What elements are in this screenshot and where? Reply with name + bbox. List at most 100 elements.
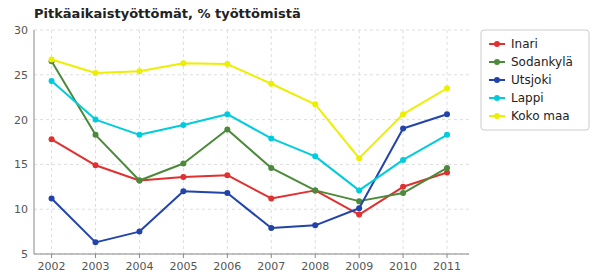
grid-line-y: [34, 254, 469, 255]
grid-line-x: [139, 30, 140, 254]
grid-line-x: [403, 30, 404, 254]
x-tick-label: 2006: [213, 260, 241, 273]
legend-label: Inari: [511, 37, 538, 51]
x-tick: [447, 254, 448, 258]
y-tick-label: 30: [14, 24, 28, 37]
x-tick: [227, 254, 228, 258]
legend-marker: [494, 95, 500, 101]
y-tick-label: 10: [14, 203, 28, 216]
series: [49, 57, 450, 162]
point: [224, 61, 230, 67]
point: [180, 174, 186, 180]
x-tick-label: 2008: [301, 260, 329, 273]
point: [356, 155, 362, 161]
y-tick-label: 15: [14, 158, 28, 171]
point: [180, 188, 186, 194]
point: [49, 136, 55, 142]
line: [52, 60, 447, 159]
grid-line-y: [34, 30, 469, 31]
point: [136, 132, 142, 138]
x-tick: [139, 254, 140, 258]
point: [268, 165, 274, 171]
chart: Pitkäaikaistyöttömät, % työttömistä 5 10 15…: [0, 0, 595, 280]
line: [52, 61, 447, 201]
point: [49, 195, 55, 201]
x-tick-label: 2010: [389, 260, 417, 273]
point: [268, 195, 274, 201]
point: [180, 122, 186, 128]
grid-line-y: [34, 209, 469, 210]
x-tick: [183, 254, 184, 258]
point: [93, 162, 99, 168]
point: [400, 111, 406, 117]
legend-label: Lappi: [511, 91, 544, 105]
point: [136, 178, 142, 184]
y-tick-label: 20: [14, 114, 28, 127]
legend-marker: [494, 41, 500, 47]
plot-area: [49, 57, 450, 246]
grid-line-x: [359, 30, 360, 254]
series: [49, 58, 450, 204]
x-tick: [271, 254, 272, 258]
legend-marker: [494, 77, 500, 83]
point: [312, 153, 318, 159]
grid-line-x: [315, 30, 316, 254]
x-tick: [51, 254, 52, 258]
x-tick: [359, 254, 360, 258]
point: [400, 157, 406, 163]
point: [356, 205, 362, 211]
x-tick-label: 2009: [345, 260, 373, 273]
title: Pitkäaikaistyöttömät, % työttömistä: [34, 6, 301, 21]
point: [400, 190, 406, 196]
series: [49, 111, 450, 245]
point: [49, 57, 55, 63]
grid-line-y: [34, 164, 469, 165]
grid-line-x: [271, 30, 272, 254]
point: [356, 212, 362, 218]
line: [52, 114, 447, 242]
point: [268, 135, 274, 141]
x-axis-line: [34, 254, 469, 255]
point: [224, 172, 230, 178]
point: [224, 190, 230, 196]
legend-label: Sodankylä: [511, 55, 573, 69]
point: [180, 161, 186, 167]
y-axis-line: [34, 30, 35, 254]
x-tick-label: 2011: [433, 260, 461, 273]
point: [268, 225, 274, 231]
x-tick: [315, 254, 316, 258]
x-tick: [403, 254, 404, 258]
point: [93, 117, 99, 123]
point: [136, 229, 142, 235]
point: [444, 165, 450, 171]
axes: 5101520253020022003200420052006200720082…: [14, 24, 469, 273]
point: [93, 70, 99, 76]
x-tick-label: 2002: [38, 260, 66, 273]
point: [224, 126, 230, 132]
legend-marker: [494, 113, 500, 119]
point: [400, 126, 406, 132]
point: [93, 132, 99, 138]
grid: [34, 30, 469, 254]
point: [312, 187, 318, 193]
point: [49, 78, 55, 84]
legend-label: Koko maa: [511, 109, 570, 123]
point: [312, 222, 318, 228]
point: [444, 111, 450, 117]
x-tick-label: 2005: [169, 260, 197, 273]
point: [444, 85, 450, 91]
point: [224, 111, 230, 117]
legend-label: Utsjoki: [511, 73, 552, 87]
legend-marker: [494, 59, 500, 65]
point: [312, 101, 318, 107]
x-tick: [95, 254, 96, 258]
point: [136, 68, 142, 74]
legend-box: [481, 30, 589, 130]
x-tick-label: 2003: [82, 260, 110, 273]
point: [400, 184, 406, 190]
y-tick-label: 25: [14, 69, 28, 82]
point: [180, 60, 186, 66]
y-tick-label: 5: [21, 248, 28, 261]
grid-line-x: [95, 30, 96, 254]
x-tick-label: 2004: [125, 260, 153, 273]
